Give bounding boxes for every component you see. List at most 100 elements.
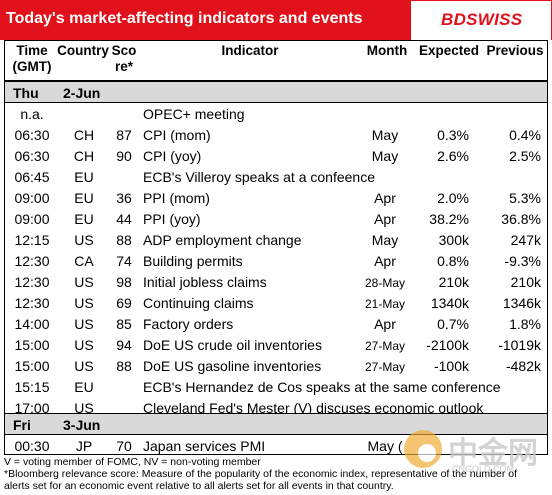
cell-time: 12:15 <box>14 232 50 248</box>
watermark-text: 中金网 <box>448 437 538 470</box>
header-score: Sco re* <box>111 43 137 74</box>
day-row-thu: Thu 2-Jun <box>5 81 547 103</box>
cell-time: 15:00 <box>14 358 50 374</box>
cell-expected: -100k <box>433 358 469 374</box>
cell-expected: 0.8% <box>437 253 469 269</box>
watermark-logo-icon <box>404 430 442 468</box>
cell-expected: 0.7% <box>437 316 469 332</box>
table-row: 06:30 CH 90 CPI (yoy) May 2.6% 2.5% <box>5 146 547 167</box>
cell-previous: 247k <box>510 232 541 248</box>
day-date: 2-Jun <box>63 85 101 101</box>
table-row: 00:30 JP 70 Japan services PMI May ( <box>5 436 547 457</box>
header-month: Month <box>366 43 408 58</box>
table-row: 12:30 US 98 Initial jobless claims 28-May 210… <box>5 272 547 293</box>
cell-score: 85 <box>116 316 132 332</box>
cell-score: 69 <box>116 295 132 311</box>
cell-country: EU <box>74 379 94 395</box>
table-row: 15:15 EU ECB's Hernandez de Cos speaks at … <box>5 377 547 398</box>
cell-previous: 36.8% <box>501 211 541 227</box>
cell-indicator: ADP employment change <box>143 232 302 248</box>
cell-previous: 5.3% <box>509 190 541 206</box>
cell-month: Apr <box>374 316 396 332</box>
day-date: 3-Jun <box>63 417 101 433</box>
table-row: 06:45 EU ECB's Villeroy speaks at a confee… <box>5 167 547 188</box>
header-banner: Today's market-affecting indicators and … <box>0 0 552 40</box>
table-row: 15:00 US 94 DoE US crude oil inventories 27-… <box>5 335 547 356</box>
cell-time: 14:00 <box>14 316 50 332</box>
table-row: 09:00 EU 44 PPI (yoy) Apr 38.2% 36.8% <box>5 209 547 230</box>
table-row: 14:00 US 85 Factory orders Apr 0.7% 1.8% <box>5 314 547 335</box>
cell-month: Apr <box>374 211 396 227</box>
cell-month: May <box>371 232 399 248</box>
cell-score: 88 <box>116 232 132 248</box>
cell-expected: 300k <box>438 232 469 248</box>
cell-score: 94 <box>116 337 132 353</box>
cell-indicator: Japan services PMI <box>143 438 266 454</box>
cell-indicator: Factory orders <box>143 316 234 332</box>
day-name: Thu <box>13 85 39 101</box>
cell-previous: -1019k <box>498 337 541 353</box>
cell-country: JP <box>75 438 93 454</box>
cell-month: Apr <box>374 190 396 206</box>
table-row: n.a. OPEC+ meeting <box>5 104 547 125</box>
cell-indicator: CPI (yoy) <box>143 148 202 164</box>
cell-previous: 0.4% <box>509 127 541 143</box>
cell-previous: 1346k <box>502 295 541 311</box>
header-divider <box>5 80 547 81</box>
header-previous: Previous <box>486 43 544 58</box>
cell-month: May ( <box>367 438 403 454</box>
cell-indicator: OPEC+ meeting <box>143 106 245 122</box>
cell-country: EU <box>74 211 94 227</box>
header-indicator: Indicator <box>221 43 279 58</box>
indicators-table: Time (GMT) Country Sco re* Indicator Mon… <box>4 40 548 455</box>
cell-previous: 2.5% <box>509 148 541 164</box>
cell-country: US <box>74 400 94 416</box>
cell-month: May <box>371 127 399 143</box>
cell-month: 27-May <box>364 339 405 353</box>
cell-previous: -482k <box>505 358 541 374</box>
cell-score: 70 <box>116 438 132 454</box>
cell-score: 98 <box>116 274 132 290</box>
cell-time: 06:30 <box>14 127 50 143</box>
cell-country: US <box>74 316 94 332</box>
footnote-alerts: alerts set for an economic event relativ… <box>4 480 394 492</box>
cell-country: US <box>74 358 94 374</box>
cell-time: 06:45 <box>14 169 50 185</box>
cell-indicator: PPI (mom) <box>143 190 210 206</box>
cell-time: 12:30 <box>14 253 50 269</box>
header-expected: Expected <box>418 43 480 58</box>
cell-previous: 210k <box>510 274 541 290</box>
cell-expected: 0.3% <box>437 127 469 143</box>
cell-previous: 1.8% <box>509 316 541 332</box>
cell-time: 00:30 <box>14 438 50 454</box>
cell-time: 12:30 <box>14 274 50 290</box>
cell-previous: -9.3% <box>504 253 541 269</box>
table-row: 06:30 CH 87 CPI (mom) May 0.3% 0.4% <box>5 125 547 146</box>
cell-score: 88 <box>116 358 132 374</box>
cell-month: 27-May <box>364 360 405 374</box>
cell-country: EU <box>74 169 94 185</box>
cell-country: CH <box>73 127 95 143</box>
table-row: 12:30 US 69 Continuing claims 21-May 1340k 134… <box>5 293 547 314</box>
bdswiss-logo: BDSWISS <box>411 0 552 40</box>
cell-expected: 210k <box>438 274 469 290</box>
title-bar: Today's market-affecting indicators and … <box>0 0 411 40</box>
cell-time: 06:30 <box>14 148 50 164</box>
cell-country: CA <box>74 253 94 269</box>
cell-time: 09:00 <box>14 211 50 227</box>
cell-country: US <box>74 295 94 311</box>
cell-expected: 2.6% <box>437 148 469 164</box>
cell-month: 21-May <box>364 297 405 311</box>
cell-indicator: DoE US crude oil inventories <box>143 337 322 353</box>
cell-time: 17:00 <box>14 400 50 416</box>
cell-time: 15:00 <box>14 337 50 353</box>
cell-country: CH <box>73 148 95 164</box>
footnote-voting: V = voting member of FOMC, NV = non-voti… <box>4 456 261 468</box>
cell-country: US <box>74 337 94 353</box>
table-row: 12:15 US 88 ADP employment change May 300k 247… <box>5 230 547 251</box>
cngold-watermark: 中金网 CNGOLD.COM <box>400 426 550 491</box>
cell-time: n.a. <box>20 106 44 122</box>
cell-country: US <box>74 274 94 290</box>
table-row: 17:00 US Cleveland Fed's Mester (V) discus… <box>5 398 547 419</box>
cell-indicator: Cleveland Fed's Mester (V) discuses econ… <box>143 400 484 416</box>
